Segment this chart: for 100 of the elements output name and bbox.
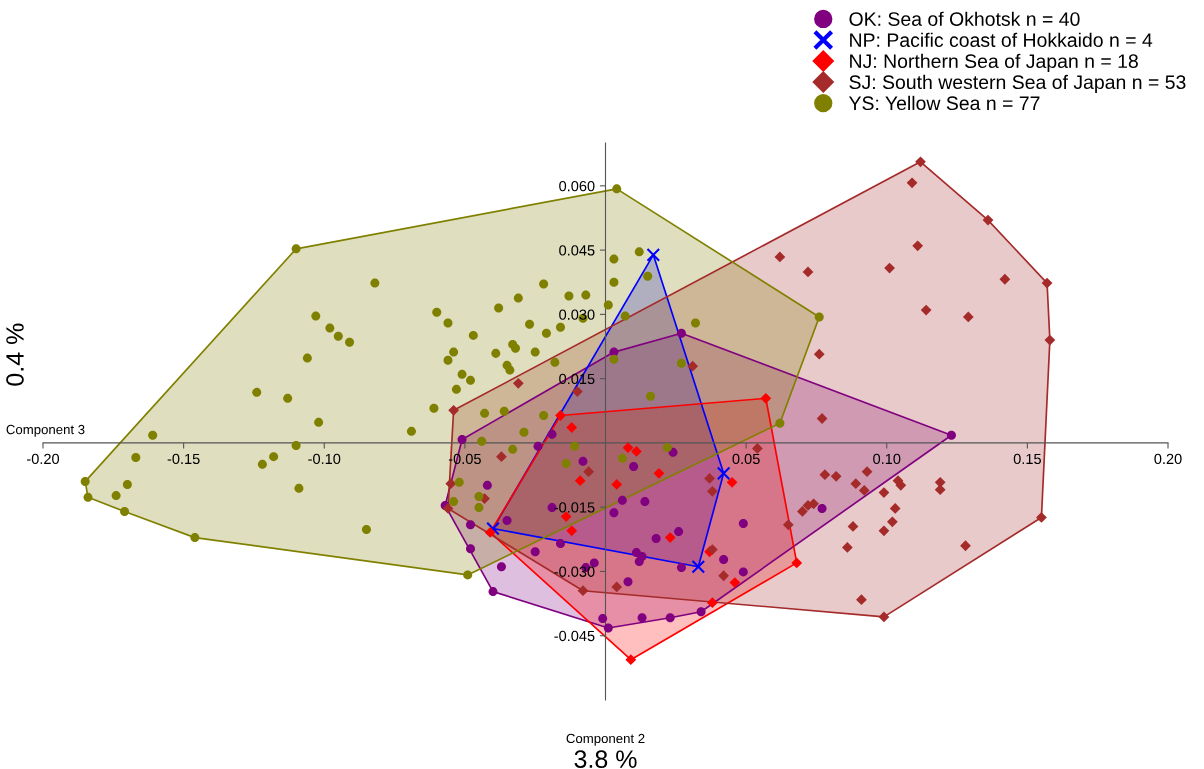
- point: [566, 422, 578, 433]
- point: [598, 614, 608, 624]
- point: [530, 547, 540, 557]
- point: [556, 539, 565, 549]
- legend-label: NJ: Northern Sea of Japan n = 18: [850, 53, 1138, 72]
- text: 0.4 %: [6, 323, 24, 386]
- text: 3.8 %: [574, 750, 637, 768]
- point: [752, 443, 763, 454]
- point: [583, 466, 594, 478]
- point: [486, 521, 500, 536]
- point: [611, 581, 623, 593]
- point: [797, 506, 808, 517]
- point: [488, 587, 498, 597]
- point: [782, 519, 794, 531]
- point: [617, 495, 627, 505]
- point: [802, 266, 814, 278]
- point: [646, 247, 661, 262]
- point: [574, 475, 586, 487]
- point: [858, 485, 870, 496]
- point: [448, 404, 459, 416]
- point: [512, 377, 524, 389]
- point: [738, 518, 748, 528]
- point: [850, 478, 862, 490]
- point: [687, 360, 699, 372]
- point: [1041, 277, 1053, 289]
- point: [889, 503, 901, 514]
- point: [691, 559, 706, 574]
- point: [496, 562, 506, 572]
- point: [760, 392, 772, 404]
- point: [674, 527, 684, 537]
- point: [817, 503, 827, 513]
- legend-label: YS: Yellow Sea n = 77: [848, 95, 1040, 111]
- point: [878, 487, 890, 498]
- point: [640, 497, 650, 507]
- point: [676, 563, 686, 573]
- point: [496, 451, 507, 463]
- point: [718, 570, 729, 582]
- point: [960, 540, 971, 552]
- point: [707, 485, 718, 497]
- point: [676, 328, 686, 338]
- point: [1044, 334, 1056, 346]
- point: [631, 446, 642, 457]
- point: [774, 251, 786, 263]
- x-tick-label: 0.10: [873, 453, 901, 465]
- point: [716, 466, 731, 481]
- y-tick-label: -0.045: [554, 630, 595, 642]
- point: [572, 386, 583, 397]
- point: [982, 214, 994, 226]
- x-axis-title: Component 2: [566, 733, 645, 746]
- point: [625, 654, 637, 666]
- point: [533, 441, 543, 451]
- point: [884, 262, 895, 274]
- y-axis-title: Component 3: [6, 424, 85, 437]
- point: [665, 613, 675, 623]
- legend-label: NP: Pacific coast of Hokkaido n = 4: [850, 32, 1153, 47]
- point: [577, 585, 589, 597]
- point: [962, 311, 974, 323]
- point: [946, 430, 956, 440]
- legend-label: OK: Sea of Okhotsk n = 40: [849, 11, 1080, 26]
- point: [466, 520, 475, 530]
- point: [555, 410, 566, 421]
- x-tick-label: 0.20: [1154, 453, 1182, 465]
- point: [664, 532, 676, 543]
- point: [578, 456, 588, 466]
- point: [878, 611, 890, 623]
- x-tick-label: 0.05: [732, 453, 760, 465]
- point: [861, 466, 873, 478]
- point: [719, 554, 729, 564]
- point: [912, 240, 924, 252]
- point: [915, 156, 926, 168]
- point: [609, 508, 619, 518]
- point: [603, 623, 613, 633]
- point: [466, 544, 475, 554]
- point: [484, 527, 496, 538]
- point: [842, 542, 853, 553]
- point: [637, 613, 647, 623]
- point: [634, 557, 644, 567]
- point: [999, 273, 1011, 285]
- x-tick-label: -0.15: [167, 453, 200, 465]
- point: [819, 469, 831, 481]
- x-tick-label: -0.10: [308, 453, 341, 465]
- legend-label: SJ: South western Sea of Japan n = 53: [849, 74, 1186, 93]
- point: [696, 607, 706, 617]
- point: [856, 594, 867, 606]
- point: [629, 461, 639, 471]
- y-tick-label: 0.030: [559, 309, 595, 320]
- point: [611, 479, 623, 490]
- point: [566, 525, 578, 537]
- point: [623, 577, 633, 587]
- point: [729, 577, 741, 588]
- point: [653, 467, 665, 479]
- point: [704, 473, 715, 484]
- point: [738, 567, 748, 577]
- point: [813, 348, 825, 360]
- point: [622, 442, 634, 454]
- point: [791, 557, 803, 569]
- point: [482, 480, 492, 490]
- point: [445, 478, 457, 490]
- point: [830, 470, 842, 482]
- point: [920, 304, 932, 316]
